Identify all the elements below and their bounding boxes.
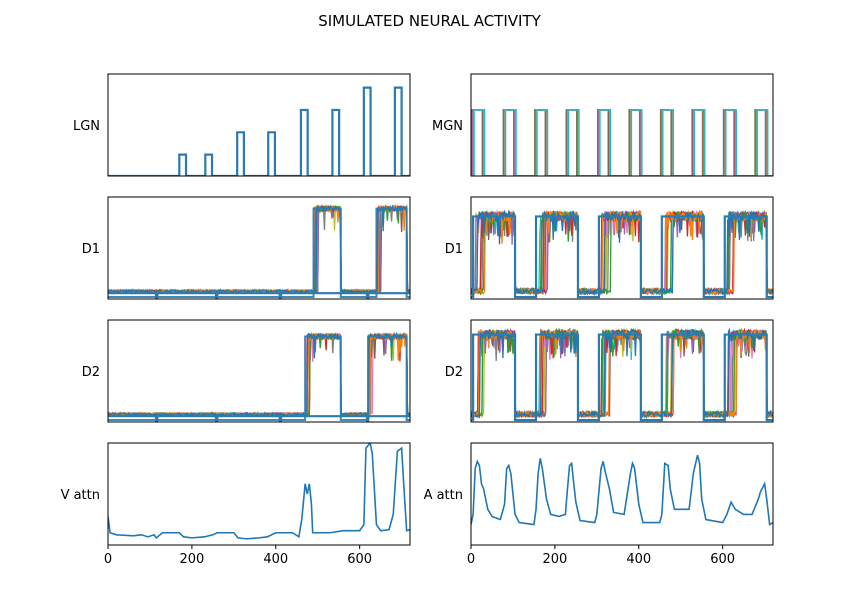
panel-d2-right: D2	[445, 319, 774, 423]
plot-area-mgn	[471, 109, 773, 176]
xtick-label-v-attn-0: 0	[104, 552, 112, 567]
ylabel-lgn: LGN	[73, 119, 100, 134]
series-d1-left-unit-7	[108, 204, 410, 294]
series-d2-left-envelope	[108, 335, 410, 422]
series-a-attn	[471, 455, 773, 526]
plot-area-d2-left	[108, 331, 410, 422]
series-d1-left-unit-1	[108, 204, 410, 294]
plot-area-lgn	[108, 86, 410, 176]
series-d2-right-unit-1	[471, 327, 773, 420]
series-mgn-d1-unit-2	[471, 209, 773, 296]
series-d1-left-unit-9	[108, 204, 410, 295]
xtick-label-a-attn-200: 200	[542, 552, 567, 567]
series-d1-left-unit-8	[108, 204, 410, 295]
series-d1-left-unit-5	[108, 204, 410, 295]
plot-area-d2-right	[471, 327, 773, 422]
series-mgn-d1-unit-1	[471, 209, 773, 297]
xtick-label-a-attn-600: 600	[710, 552, 735, 567]
series-d1-left-unit-2	[108, 204, 410, 295]
axes-frame-d1-left	[107, 196, 411, 300]
panel-mgn: MGN	[432, 73, 774, 177]
xtick-label-v-attn-200: 200	[179, 552, 204, 567]
xtick-label-v-attn-600: 600	[347, 552, 372, 567]
series-d2-left-unit-1	[108, 331, 410, 417]
panel-v-attn: V attn 0 200 400 600	[61, 442, 411, 567]
series-mgn-unit-10	[471, 109, 773, 176]
panel-a-attn: A attn 0 200 400 600	[424, 442, 774, 567]
axes-frame-d2-right	[470, 319, 774, 423]
figure-title: SIMULATED NEURAL ACTIVITY	[318, 12, 541, 30]
axes-frame-lgn	[107, 73, 411, 177]
plot-area-a-attn	[471, 455, 773, 526]
series-d2-left-unit-10	[108, 331, 410, 418]
series-d2-left-unit-7	[108, 332, 410, 418]
ylabel-a-attn: A attn	[424, 488, 463, 503]
panel-mgn-d1: D1	[445, 196, 774, 300]
panel-d1-left: D1	[82, 196, 411, 300]
series-d2-left-unit-5	[108, 332, 410, 418]
series-v-attn	[108, 443, 410, 540]
plot-area-mgn-d1	[471, 209, 773, 299]
ylabel-d1-left: D1	[82, 242, 100, 257]
series-d2-left-unit-9	[108, 331, 410, 418]
panel-lgn: LGN	[73, 73, 411, 177]
panels: LGN MGN D1 D1 D2 D2 V attn 0 200 400 600 A attn 0 200…	[61, 73, 774, 567]
plot-area-v-attn	[108, 443, 410, 540]
series-d2-left-unit-2	[108, 332, 410, 418]
series-d1-left-unit-6	[108, 204, 410, 295]
series-d1-left-unit-10	[108, 204, 410, 295]
series-d2-right-envelope	[471, 333, 773, 422]
series-mgn-d1-envelope	[471, 215, 773, 299]
series-d2-left-unit-6	[108, 332, 410, 417]
xtick-label-a-attn-400: 400	[626, 552, 651, 567]
series-d2-left-gate	[108, 415, 410, 422]
xtick-label-a-attn-0: 0	[467, 552, 475, 567]
series-d2-left-unit-4	[108, 332, 410, 418]
plot-area-d1-left	[108, 204, 410, 299]
series-d1-left-gate	[108, 292, 410, 299]
ylabel-d2-left: D2	[82, 365, 100, 380]
panel-d2-left: D2	[82, 319, 411, 423]
series-d2-left-unit-8	[108, 332, 410, 417]
ylabel-mgn: MGN	[432, 119, 463, 134]
ylabel-d2-right: D2	[445, 365, 463, 380]
series-d1-left-envelope	[108, 207, 410, 299]
series-d2-left-unit-3	[108, 331, 410, 418]
xtick-label-v-attn-400: 400	[263, 552, 288, 567]
axes-frame-mgn-d1	[470, 196, 774, 300]
ylabel-v-attn: V attn	[61, 488, 100, 503]
axes-frame-d2-left	[107, 319, 411, 423]
axes-frame-v-attn	[107, 442, 411, 546]
axes-frame-a-attn	[470, 442, 774, 546]
ylabel-mgn-d1: D1	[445, 242, 463, 257]
series-d1-left-unit-4	[108, 204, 410, 295]
series-lgn-input	[108, 86, 410, 176]
series-d1-left-unit-3	[108, 204, 410, 295]
axes-frame-mgn	[470, 73, 774, 177]
